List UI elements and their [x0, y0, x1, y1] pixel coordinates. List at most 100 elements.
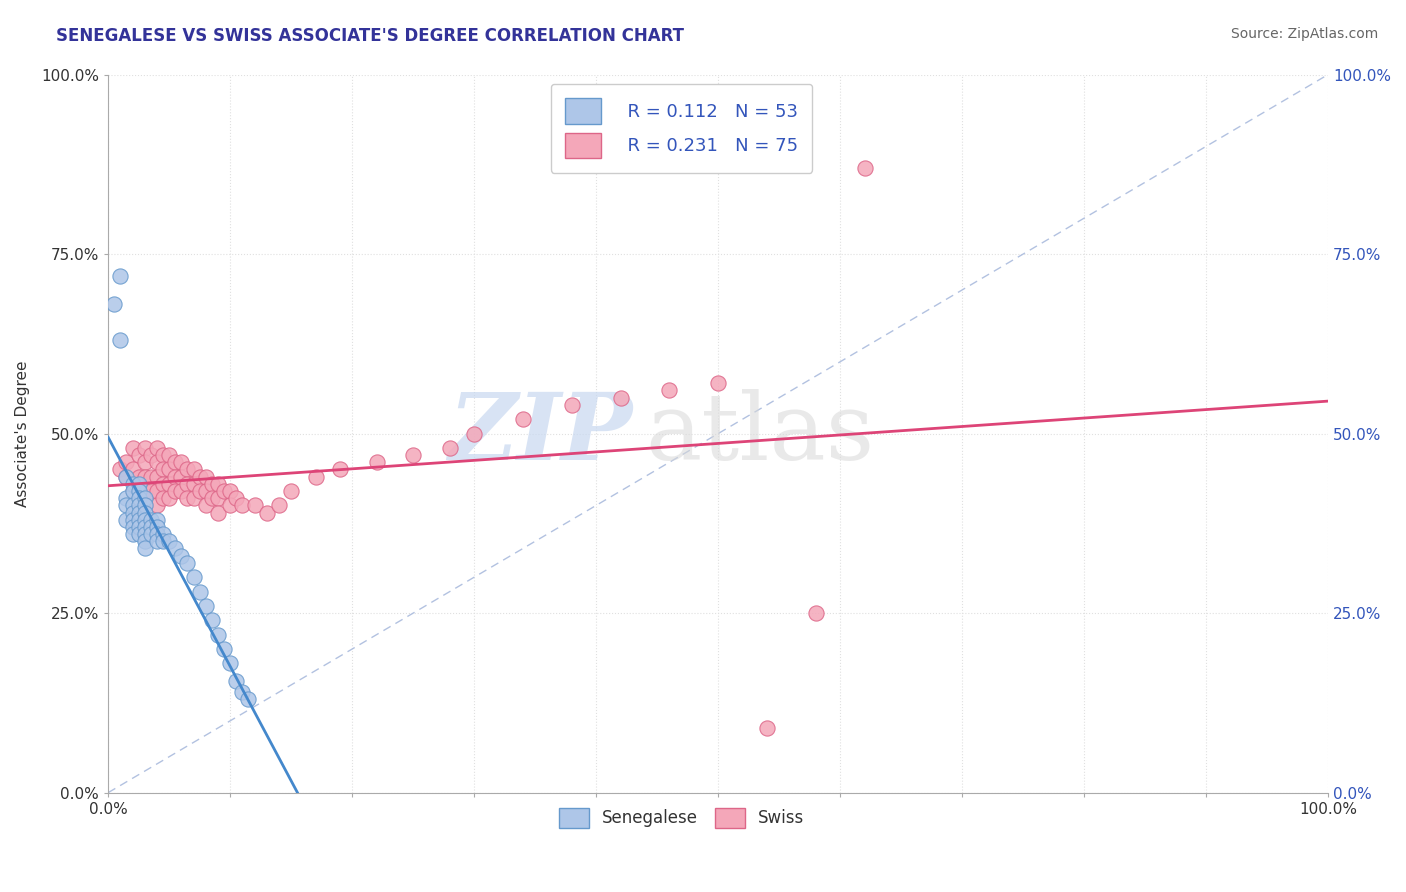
Point	[115, 491, 138, 506]
Point	[188, 584, 211, 599]
Point	[128, 491, 150, 506]
Point	[219, 499, 242, 513]
Point	[146, 483, 169, 498]
Point	[152, 448, 174, 462]
Point	[134, 491, 156, 506]
Point	[238, 692, 260, 706]
Point	[176, 491, 198, 506]
Point	[243, 499, 266, 513]
Point	[366, 455, 388, 469]
Point	[183, 491, 205, 506]
Point	[157, 448, 180, 462]
Point	[121, 527, 143, 541]
Point	[157, 476, 180, 491]
Point	[128, 483, 150, 498]
Point	[170, 549, 193, 563]
Point	[280, 483, 302, 498]
Point	[146, 441, 169, 455]
Point	[134, 541, 156, 556]
Text: SENEGALESE VS SWISS ASSOCIATE'S DEGREE CORRELATION CHART: SENEGALESE VS SWISS ASSOCIATE'S DEGREE C…	[56, 27, 685, 45]
Point	[134, 520, 156, 534]
Point	[134, 527, 156, 541]
Point	[128, 469, 150, 483]
Point	[152, 534, 174, 549]
Point	[194, 483, 217, 498]
Text: Source: ZipAtlas.com: Source: ZipAtlas.com	[1230, 27, 1378, 41]
Point	[146, 527, 169, 541]
Point	[212, 483, 235, 498]
Point	[267, 499, 290, 513]
Point	[121, 520, 143, 534]
Point	[463, 426, 485, 441]
Point	[134, 483, 156, 498]
Point	[134, 441, 156, 455]
Point	[146, 520, 169, 534]
Point	[231, 685, 253, 699]
Point	[201, 491, 224, 506]
Y-axis label: Associate's Degree: Associate's Degree	[15, 360, 30, 507]
Point	[804, 606, 827, 620]
Point	[256, 506, 278, 520]
Point	[194, 469, 217, 483]
Point	[207, 628, 229, 642]
Point	[110, 462, 132, 476]
Point	[128, 506, 150, 520]
Point	[658, 384, 681, 398]
Point	[139, 469, 162, 483]
Point	[110, 333, 132, 347]
Point	[128, 476, 150, 491]
Point	[176, 462, 198, 476]
Point	[402, 448, 425, 462]
Point	[128, 448, 150, 462]
Point	[110, 268, 132, 283]
Point	[139, 520, 162, 534]
Point	[170, 469, 193, 483]
Point	[207, 491, 229, 506]
Point	[170, 455, 193, 469]
Point	[188, 469, 211, 483]
Legend: Senegalese, Swiss: Senegalese, Swiss	[553, 801, 811, 835]
Point	[121, 476, 143, 491]
Point	[139, 527, 162, 541]
Point	[183, 570, 205, 584]
Point	[139, 483, 162, 498]
Point	[231, 499, 253, 513]
Point	[165, 483, 187, 498]
Point	[115, 513, 138, 527]
Point	[128, 527, 150, 541]
Point	[165, 455, 187, 469]
Point	[146, 469, 169, 483]
Point	[225, 674, 247, 689]
Point	[115, 469, 138, 483]
Point	[207, 506, 229, 520]
Point	[183, 462, 205, 476]
Point	[755, 721, 778, 735]
Point	[146, 455, 169, 469]
Point	[115, 469, 138, 483]
Point	[134, 455, 156, 469]
Point	[201, 613, 224, 627]
Point	[121, 506, 143, 520]
Point	[157, 462, 180, 476]
Point	[146, 534, 169, 549]
Point	[134, 506, 156, 520]
Point	[329, 462, 352, 476]
Point	[134, 499, 156, 513]
Point	[128, 513, 150, 527]
Point	[134, 534, 156, 549]
Point	[134, 499, 156, 513]
Text: ZIP: ZIP	[449, 389, 633, 479]
Point	[439, 441, 461, 455]
Point	[176, 556, 198, 570]
Point	[219, 657, 242, 671]
Point	[128, 499, 150, 513]
Point	[128, 483, 150, 498]
Point	[188, 483, 211, 498]
Point	[103, 297, 125, 311]
Point	[134, 469, 156, 483]
Point	[304, 469, 326, 483]
Point	[121, 462, 143, 476]
Point	[183, 476, 205, 491]
Point	[207, 476, 229, 491]
Point	[176, 476, 198, 491]
